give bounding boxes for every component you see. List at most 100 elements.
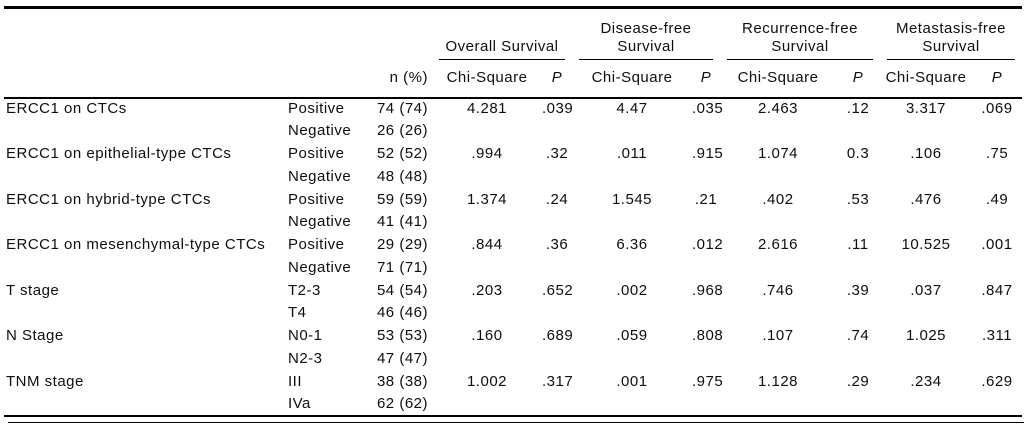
cell-mfs-p (972, 166, 1022, 189)
cell-mfs-chi: .234 (910, 372, 942, 390)
group-metastasis-free-survival-label: Metastasis-free Survival (887, 20, 1015, 60)
cell-category: Positive (288, 190, 345, 208)
cell-rfs-chi (720, 166, 836, 189)
cell-mfs-chi (880, 348, 972, 371)
survival-statistics-table: Overall Survival Disease-free Survival R… (4, 6, 1022, 417)
cell-n: 59 (59) (376, 190, 428, 208)
table-row: ERCC1 on hybrid-type CTCs Positive 59 (5… (4, 189, 1022, 212)
cell-mfs-p: .75 (985, 145, 1009, 163)
cell-os-chi: .203 (471, 281, 503, 299)
cell-n: 41 (41) (376, 213, 428, 231)
table-row: Negative 71 (71) (4, 257, 1022, 280)
table-row: ERCC1 on epithelial-type CTCs Positive 5… (4, 143, 1022, 166)
cell-dfs-p (692, 166, 720, 189)
cell-os-chi (432, 348, 542, 371)
mfs-chi-square-header: Chi-Square (880, 59, 972, 99)
cell-dfs-p (692, 257, 720, 280)
cell-mfs-p (972, 348, 1022, 371)
cell-dfs-chi: 4.47 (616, 100, 648, 118)
cell-rfs-p: .53 (846, 190, 870, 208)
cell-os-chi (432, 120, 542, 143)
cell-mfs-p (972, 393, 1022, 417)
cell-dfs-chi: 1.545 (611, 190, 653, 208)
cell-os-p (542, 393, 572, 417)
cell-dfs-chi: .059 (616, 327, 648, 345)
cell-rfs-p (836, 302, 880, 325)
table-row: IVa 62 (62) (4, 393, 1022, 417)
cell-dfs-p: .012 (692, 236, 724, 254)
cell-rfs-p: .12 (846, 100, 870, 118)
cell-rfs-chi (720, 211, 836, 234)
cell-mfs-chi: .476 (910, 190, 942, 208)
cell-os-chi: .160 (471, 327, 503, 345)
cell-mfs-p (972, 257, 1022, 280)
cell-rfs-p (836, 348, 880, 371)
cell-dfs-p (692, 211, 720, 234)
cell-category: N0-1 (288, 327, 323, 345)
cell-rfs-chi (720, 302, 836, 325)
cell-n: 26 (26) (376, 122, 428, 140)
cell-os-p: .689 (542, 327, 574, 345)
cell-mfs-chi: 3.317 (905, 100, 947, 118)
cell-os-chi: 4.281 (466, 100, 508, 118)
cell-os-chi (432, 393, 542, 417)
cell-category: IVa (286, 393, 362, 417)
os-chi-square-header: Chi-Square (432, 59, 542, 99)
table-row: Negative 26 (26) (4, 120, 1022, 143)
table-bottom-rule (8, 421, 1024, 423)
cell-mfs-p: .311 (981, 327, 1013, 345)
cell-dfs-chi (572, 120, 692, 143)
cell-os-p (542, 166, 572, 189)
cell-variable: TNM stage (6, 372, 84, 390)
cell-variable (4, 393, 286, 417)
cell-os-chi (432, 166, 542, 189)
cell-n: 48 (48) (376, 167, 428, 185)
cell-mfs-p (972, 211, 1022, 234)
table-row: N Stage N0-1 53 (53) .160 .689 .059 .808… (4, 325, 1022, 348)
cell-rfs-p: .39 (846, 281, 870, 299)
cell-os-p: .32 (545, 145, 569, 163)
cell-mfs-chi (880, 211, 972, 234)
dfs-p-header: P (692, 59, 720, 99)
cell-mfs-chi: 1.025 (905, 327, 947, 345)
cell-n: 54 (54) (376, 281, 428, 299)
cell-rfs-p (836, 166, 880, 189)
cell-rfs-chi: .402 (762, 190, 794, 208)
cell-dfs-chi: .001 (616, 372, 648, 390)
cell-dfs-p: .808 (692, 327, 724, 345)
cell-os-chi: .994 (471, 145, 503, 163)
cell-os-chi (432, 302, 542, 325)
cell-rfs-chi: 1.074 (757, 145, 799, 163)
cell-variable: ERCC1 on epithelial-type CTCs (6, 145, 232, 163)
cell-rfs-chi: 1.128 (757, 372, 799, 390)
cell-rfs-chi: .746 (762, 281, 794, 299)
table-row: ERCC1 on CTCs Positive 74 (74) 4.281 .03… (4, 98, 1022, 121)
cell-dfs-p (692, 120, 720, 143)
cell-rfs-p (836, 211, 880, 234)
cell-os-chi: 1.374 (466, 190, 508, 208)
cell-variable (4, 257, 286, 280)
cell-rfs-p: .11 (847, 236, 869, 254)
cell-mfs-chi (880, 257, 972, 280)
cell-category: Positive (288, 100, 345, 118)
group-recurrence-free-survival: Recurrence-free Survival (720, 8, 880, 60)
rfs-p-header: P (836, 59, 880, 99)
cell-dfs-p: .035 (692, 100, 724, 118)
cell-mfs-p: .069 (981, 100, 1013, 118)
cell-mfs-chi (880, 302, 972, 325)
cell-n: 46 (46) (376, 304, 428, 322)
cell-variable (4, 211, 286, 234)
group-header-spacer (4, 8, 432, 60)
cell-os-p (542, 348, 572, 371)
cell-rfs-p (836, 393, 880, 417)
cell-variable: T stage (6, 281, 60, 299)
cell-rfs-chi (720, 393, 836, 417)
cell-mfs-chi: .037 (910, 281, 942, 299)
table-row: Negative 48 (48) (4, 166, 1022, 189)
cell-n: 53 (53) (376, 327, 428, 345)
cell-dfs-p: .915 (692, 145, 724, 163)
table-row: TNM stage III 38 (38) 1.002 .317 .001 .9… (4, 371, 1022, 394)
cell-rfs-chi (720, 120, 836, 143)
group-metastasis-free-survival: Metastasis-free Survival (880, 8, 1022, 60)
